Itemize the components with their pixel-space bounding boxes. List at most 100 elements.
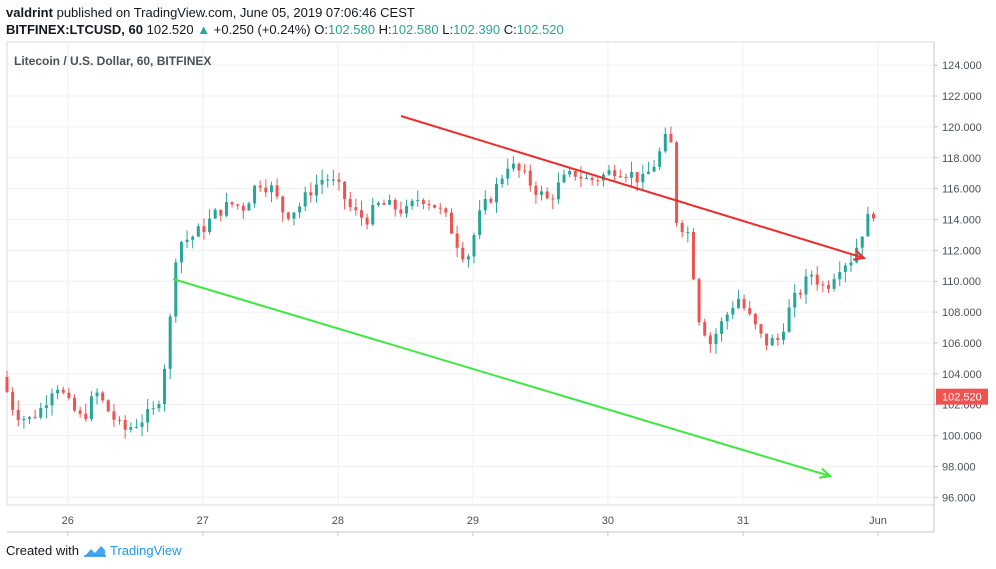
candle-body [579, 176, 583, 179]
candle-body [331, 179, 335, 181]
candle-body [517, 163, 521, 171]
x-tick-label: 29 [467, 515, 479, 527]
candle-body [607, 170, 611, 175]
x-tick-label: 28 [332, 515, 344, 527]
footer: Created with TradingView [6, 543, 182, 559]
x-tick-label: 30 [602, 515, 614, 527]
resistance-trendline[interactable] [400, 115, 865, 259]
open-label: O: [314, 22, 328, 37]
candle-body [483, 198, 487, 211]
candle-body [466, 256, 470, 260]
candle-body [163, 368, 167, 405]
candle-body [669, 134, 673, 143]
candle-body [151, 408, 155, 410]
candle-body [129, 427, 133, 430]
candle-body [624, 176, 628, 178]
candle-body [573, 171, 577, 177]
candle-body [798, 292, 802, 295]
candle-body [202, 226, 206, 232]
resistance-trendline-arrowhead [852, 249, 867, 261]
candle-body [5, 376, 9, 392]
publish-info: valdrint published on TradingView.com, J… [6, 4, 415, 22]
support-trendline[interactable] [172, 278, 831, 477]
candle-body [185, 239, 189, 242]
candle-body [123, 419, 127, 430]
candle-body [511, 163, 515, 169]
candle-body [269, 185, 273, 193]
candle-body [388, 199, 392, 205]
candle-body [140, 422, 144, 427]
close-label: C: [503, 22, 517, 37]
last-price-label: 102.520 [942, 392, 982, 404]
y-tick-label: 110.000 [942, 276, 981, 288]
candle-body [39, 407, 43, 418]
candle-body [241, 205, 245, 211]
candle-body [540, 191, 544, 195]
candle-body [742, 299, 746, 309]
symbol-name: BITFINEX:LTCUSD, 60 [6, 22, 143, 37]
y-tick-label: 114.000 [942, 214, 981, 226]
candle-body [433, 204, 437, 208]
candle-body [686, 231, 690, 233]
candle-body [16, 410, 20, 421]
candle-body [776, 338, 780, 340]
y-tick-label: 116.000 [942, 184, 981, 196]
candle-body [253, 185, 257, 204]
y-tick-label: 106.000 [942, 338, 982, 350]
candle-body [478, 210, 482, 236]
candle-body [838, 272, 842, 280]
up-arrow-icon: ▲ [197, 22, 211, 37]
candle-body [258, 185, 262, 188]
candle-body [871, 213, 875, 219]
candle-body [506, 168, 510, 179]
candle-body [641, 174, 645, 183]
candle-body [528, 170, 532, 186]
created-with-text: Created with [6, 543, 79, 558]
candle-body [50, 393, 54, 406]
close-value: 102.520 [516, 22, 564, 37]
candle-body [337, 179, 341, 182]
candle-body [264, 187, 268, 193]
candle-body [67, 392, 71, 398]
candle-body [286, 212, 290, 219]
candle-body [219, 209, 223, 216]
tradingview-brand[interactable]: TradingView [109, 543, 182, 558]
tradingview-cloud-icon[interactable] [83, 544, 107, 558]
candle-body [489, 198, 493, 203]
candle-body [444, 208, 448, 213]
candle-body [101, 392, 105, 401]
candle-body [534, 185, 538, 195]
candle-body [438, 207, 442, 209]
candle-body [33, 416, 37, 418]
candle-body [112, 411, 116, 420]
candle-body [815, 274, 819, 285]
candle-body [832, 279, 836, 289]
candle-body [118, 419, 122, 421]
candle-body [787, 307, 791, 332]
candle-body [562, 174, 566, 183]
y-tick-label: 122.000 [942, 91, 982, 103]
candle-body [450, 212, 454, 234]
chart-title: Litecoin / U.S. Dollar, 60, BITFINEX [14, 54, 211, 68]
candle-body [849, 262, 853, 266]
x-tick-label: 27 [197, 515, 209, 527]
candle-body [866, 213, 870, 237]
candle-body [416, 200, 420, 202]
x-tick-label: 26 [62, 515, 74, 527]
candle-body [658, 151, 662, 167]
candle-body [22, 418, 26, 421]
low-value: 102.390 [453, 22, 501, 37]
candle-body [213, 209, 217, 219]
author-name[interactable]: valdrint [6, 5, 53, 20]
candle-body [753, 313, 757, 325]
candle-body [810, 274, 814, 277]
candle-body [410, 200, 414, 207]
candle-body [821, 284, 825, 286]
candle-body [725, 314, 729, 322]
candle-body [652, 166, 656, 172]
candle-body [191, 236, 195, 240]
high-label: H: [378, 22, 392, 37]
grid [6, 41, 935, 506]
candle-body [320, 179, 324, 185]
